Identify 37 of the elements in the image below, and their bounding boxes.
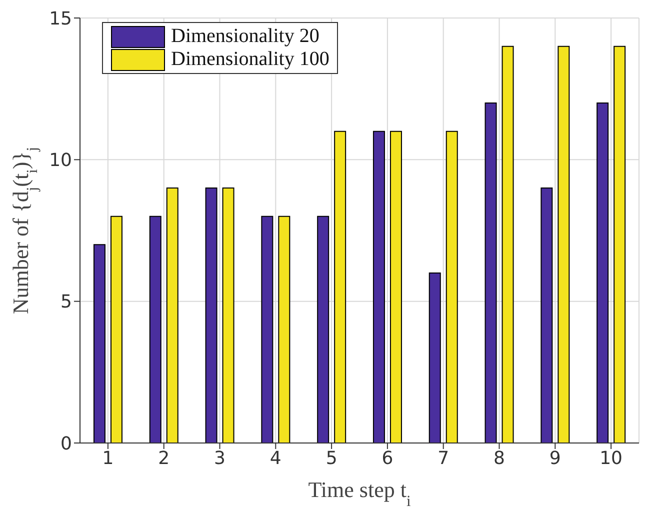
bar: [93, 244, 106, 443]
bar: [278, 216, 290, 443]
bar: [484, 102, 497, 443]
x-tick-label: 6: [382, 448, 394, 469]
x-tick-label: 3: [214, 448, 226, 469]
y-tick-label: 5: [60, 292, 72, 313]
bar: [446, 130, 458, 443]
bar: [614, 46, 626, 443]
y-tick-label: 10: [49, 150, 72, 172]
x-tick-label: 9: [549, 448, 561, 469]
bar: [390, 130, 402, 443]
x-tick-label: 8: [494, 448, 505, 469]
x-tick-label: 10: [600, 448, 623, 469]
bar: [261, 216, 274, 443]
y-tick-label: 15: [49, 8, 72, 30]
bar: [334, 130, 346, 443]
bar: [317, 216, 330, 443]
x-tick-label: 2: [158, 448, 170, 469]
legend-label: Dimensionality 20: [170, 25, 320, 48]
bar: [372, 130, 385, 443]
bar: [596, 102, 609, 443]
bar: [502, 46, 514, 443]
x-tick-label: 5: [326, 448, 338, 469]
bar: [110, 216, 122, 443]
bar: [149, 216, 162, 443]
x-tick-label: 4: [270, 448, 282, 469]
bar: [428, 272, 441, 443]
x-tick-label: 1: [102, 448, 114, 469]
x-axis-title: Time step t$_{i}$: [308, 477, 411, 510]
bar: [222, 188, 234, 443]
x-tick-label: 7: [438, 448, 450, 469]
legend-label: Dimensionality 100: [170, 48, 330, 71]
bar: [558, 46, 570, 443]
bar: [166, 188, 178, 443]
y-tick-label: 0: [60, 433, 72, 454]
bar: [540, 188, 553, 443]
bar: [205, 188, 218, 443]
